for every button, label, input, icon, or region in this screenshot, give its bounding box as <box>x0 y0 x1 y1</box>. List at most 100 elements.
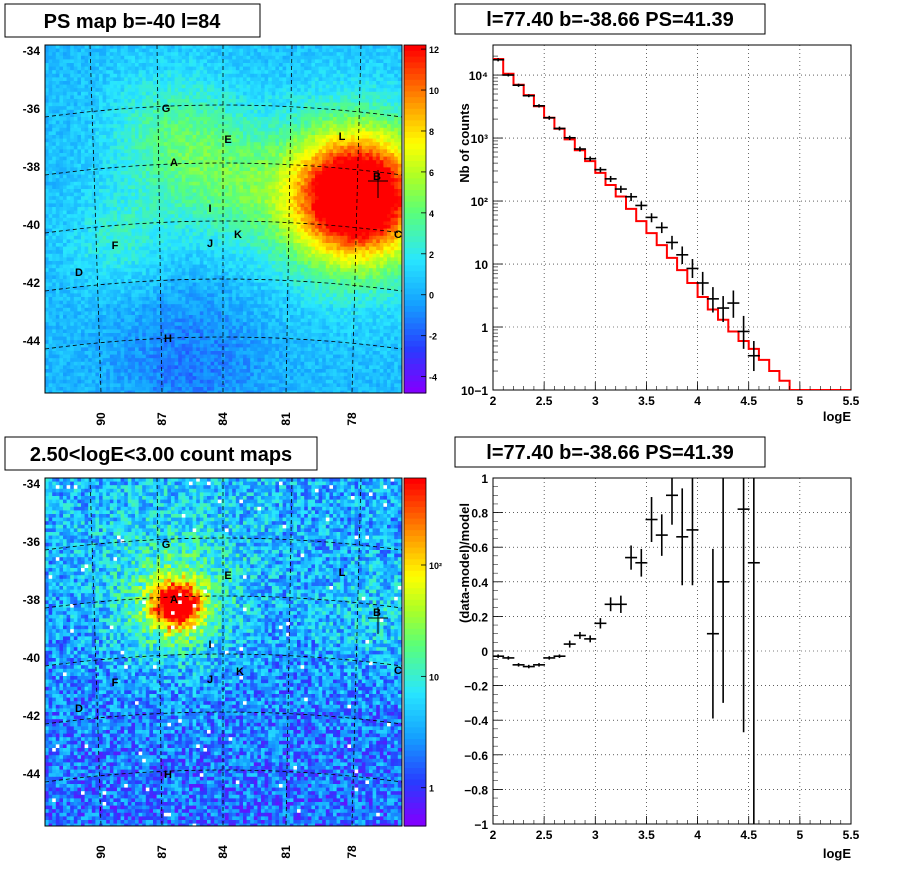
map-pixel <box>387 95 392 100</box>
map-pixel <box>228 178 233 183</box>
map-pixel <box>343 210 348 215</box>
map-pixel <box>250 124 255 129</box>
map-pixel <box>239 185 244 190</box>
map-pixel <box>131 66 136 71</box>
map-pixel <box>181 199 186 204</box>
map-pixel <box>282 189 287 194</box>
map-pixel <box>250 52 255 57</box>
map-pixel <box>113 196 118 201</box>
map-pixel <box>239 189 244 194</box>
map-pixel <box>325 199 330 204</box>
map-pixel <box>127 167 132 172</box>
map-pixel <box>145 135 150 140</box>
map-pixel <box>124 120 129 125</box>
map-pixel <box>376 91 381 96</box>
map-pixel <box>120 113 125 118</box>
map-pixel <box>390 196 395 201</box>
map-pixel <box>336 160 341 165</box>
map-pixel <box>70 149 75 154</box>
map-pixel <box>109 199 114 204</box>
map-pixel <box>235 178 240 183</box>
map-pixel <box>135 153 140 158</box>
map-pixel <box>63 70 68 75</box>
map-pixel <box>243 189 248 194</box>
map-pixel <box>347 99 352 104</box>
map-pixel <box>250 59 255 64</box>
map-pixel <box>185 189 190 194</box>
map-pixel <box>257 203 262 208</box>
map-pixel <box>243 52 248 57</box>
map-pixel <box>397 77 402 82</box>
map-pixel <box>199 127 204 132</box>
map-pixel <box>235 70 240 75</box>
map-pixel <box>225 88 230 93</box>
map-pixel <box>127 88 132 93</box>
map-pixel <box>167 221 172 226</box>
map-pixel <box>343 99 348 104</box>
map-pixel <box>246 95 251 100</box>
map-pixel <box>304 185 309 190</box>
map-pixel <box>171 135 176 140</box>
map-pixel <box>376 117 381 122</box>
map-pixel <box>347 217 352 222</box>
map-pixel <box>199 217 204 222</box>
map-pixel <box>199 81 204 86</box>
map-pixel <box>207 203 212 208</box>
map-pixel <box>264 59 269 64</box>
map-pixel <box>73 196 78 201</box>
map-pixel <box>88 163 93 168</box>
map-pixel <box>268 77 273 82</box>
map-pixel <box>207 171 212 176</box>
map-pixel <box>329 135 334 140</box>
map-pixel <box>203 48 208 53</box>
map-pixel <box>383 117 388 122</box>
map-pixel <box>239 210 244 215</box>
map-pixel <box>181 73 186 78</box>
map-pixel <box>174 214 179 219</box>
map-pixel <box>145 127 150 132</box>
map-pixel <box>318 117 323 122</box>
map-pixel <box>369 203 374 208</box>
map-pixel <box>73 160 78 165</box>
map-pixel <box>315 81 320 86</box>
map-pixel <box>214 45 219 50</box>
map-pixel <box>235 59 240 64</box>
map-pixel <box>117 81 122 86</box>
map-pixel <box>149 84 154 89</box>
map-pixel <box>390 81 395 86</box>
map-pixel <box>315 192 320 197</box>
map-pixel <box>95 120 100 125</box>
map-pixel <box>84 117 89 122</box>
map-pixel <box>365 135 370 140</box>
map-pixel <box>293 91 298 96</box>
map-pixel <box>232 142 237 147</box>
map-pixel <box>145 109 150 114</box>
map-pixel <box>109 138 114 143</box>
map-pixel <box>358 99 363 104</box>
map-pixel <box>192 109 197 114</box>
map-pixel <box>214 70 219 75</box>
map-pixel <box>203 131 208 136</box>
map-pixel <box>70 142 75 147</box>
map-pixel <box>48 203 53 208</box>
map-pixel <box>214 106 219 111</box>
map-pixel <box>246 52 251 57</box>
map-pixel <box>293 63 298 68</box>
map-pixel <box>124 45 129 50</box>
map-pixel <box>185 192 190 197</box>
map-pixel <box>311 45 316 50</box>
map-pixel <box>203 99 208 104</box>
map-pixel <box>336 48 341 53</box>
map-pixel <box>307 131 312 136</box>
map-pixel <box>91 214 96 219</box>
map-pixel <box>73 73 78 78</box>
map-pixel <box>174 120 179 125</box>
map-pixel <box>153 160 158 165</box>
map-pixel <box>120 70 125 75</box>
map-pixel <box>397 145 402 150</box>
map-pixel <box>73 174 78 179</box>
map-pixel <box>315 174 320 179</box>
map-pixel <box>210 45 215 50</box>
map-pixel <box>336 185 341 190</box>
map-pixel <box>304 174 309 179</box>
